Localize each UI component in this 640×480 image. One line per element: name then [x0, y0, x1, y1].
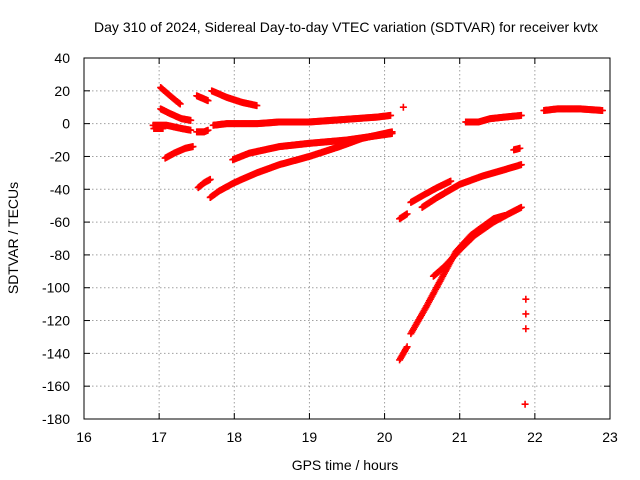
y-axis-label: SDTVAR / TECUs — [5, 182, 21, 294]
data-point — [187, 126, 195, 134]
data-point — [253, 102, 261, 110]
y-tick-label: -140 — [42, 345, 70, 361]
series-arc-16 — [418, 161, 525, 211]
data-point — [517, 111, 525, 119]
data-point — [388, 129, 396, 137]
data-point — [516, 144, 524, 152]
chart-title: Day 310 of 2024, Sidereal Day-to-day VTE… — [94, 19, 598, 35]
series-arc-07 — [193, 126, 212, 136]
series-arc-17 — [396, 343, 411, 364]
data-point — [189, 143, 197, 151]
y-tick-label: 0 — [62, 116, 70, 132]
y-tick-label: -40 — [50, 181, 70, 197]
data-point — [517, 203, 525, 211]
y-tick-label: -20 — [50, 148, 70, 164]
x-tick-label: 20 — [377, 429, 393, 445]
data-point — [521, 400, 529, 408]
series-arc-13 — [399, 103, 407, 111]
series-arc-15 — [407, 177, 455, 206]
series-layer — [149, 84, 606, 408]
y-tick-label: -180 — [42, 411, 70, 427]
x-tick-label: 21 — [452, 429, 468, 445]
series-arc-05 — [161, 143, 197, 162]
series-arc-20 — [462, 111, 525, 126]
x-axis-label: GPS time / hours — [292, 457, 399, 473]
data-point — [598, 107, 606, 115]
data-point — [522, 295, 530, 303]
series-arc-25 — [521, 400, 529, 408]
series-arc-06 — [193, 92, 212, 105]
series-arc-22 — [522, 295, 530, 303]
ticks-layer: 16 17 18 19 20 21 22 23 -180 -160 -140 -120 -100 -80 -… — [42, 50, 618, 445]
x-tick-label: 16 — [76, 429, 92, 445]
data-point — [204, 97, 212, 105]
series-arc-09 — [208, 87, 261, 110]
data-point — [517, 161, 525, 169]
plot-frame — [83, 57, 611, 420]
x-tick-label: 17 — [151, 429, 167, 445]
series-arc-19 — [429, 203, 525, 280]
series-arc-08 — [194, 175, 214, 192]
data-point — [204, 126, 212, 134]
series-arc-01 — [157, 84, 184, 108]
series-arc-04 — [150, 125, 167, 133]
x-tick-label: 18 — [226, 429, 242, 445]
y-tick-label: 20 — [54, 83, 70, 99]
x-tick-label: 23 — [602, 429, 618, 445]
y-tick-label: -80 — [50, 247, 70, 263]
data-point — [387, 111, 395, 119]
data-point — [403, 343, 411, 351]
series-arc-24 — [522, 325, 530, 333]
data-point — [402, 344, 410, 352]
series-arc-10 — [209, 111, 395, 129]
data-point — [159, 125, 167, 133]
data-point — [522, 310, 530, 318]
series-arc-14 — [396, 210, 411, 223]
data-point — [399, 103, 407, 111]
data-point — [522, 325, 530, 333]
y-tick-label: -160 — [42, 378, 70, 394]
data-point — [403, 210, 411, 218]
series-arc-12 — [229, 129, 396, 164]
y-tick-label: 40 — [54, 50, 70, 66]
data-point — [176, 100, 184, 108]
series-arc-26 — [540, 105, 606, 115]
data-point — [187, 116, 195, 124]
series-arc-02 — [157, 105, 195, 124]
y-tick-label: -120 — [42, 313, 70, 329]
series-arc-23 — [522, 310, 530, 318]
y-tick-label: -100 — [42, 280, 70, 296]
x-tick-label: 22 — [527, 429, 543, 445]
series-arc-21 — [510, 144, 524, 154]
data-point — [447, 177, 455, 185]
data-point — [206, 175, 214, 183]
y-tick-label: -60 — [50, 214, 70, 230]
x-tick-label: 19 — [302, 429, 318, 445]
